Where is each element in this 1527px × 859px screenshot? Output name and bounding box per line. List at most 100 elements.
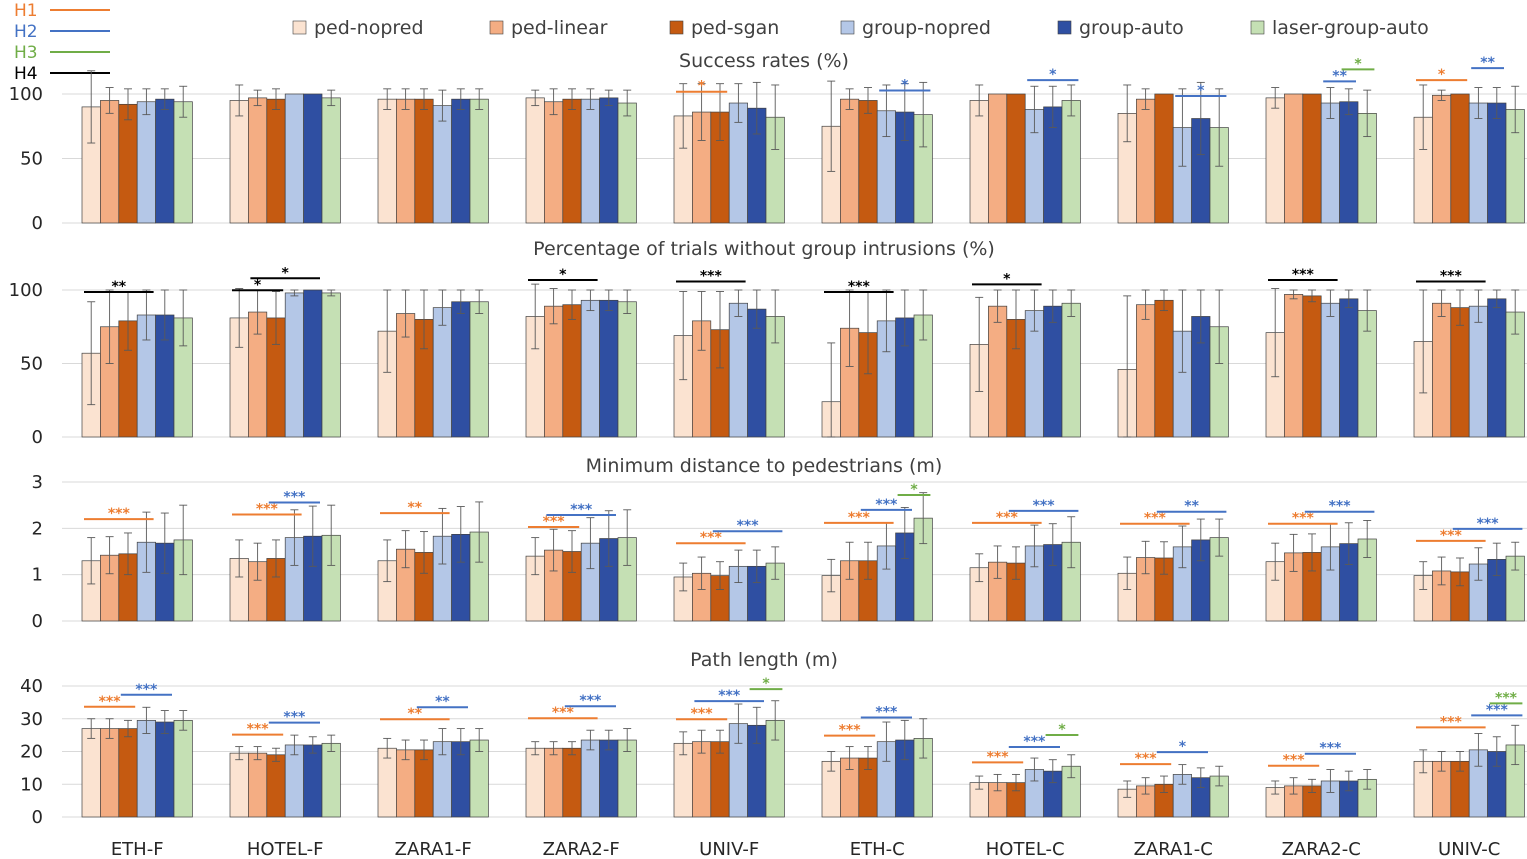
bar-ped-nopred — [969, 100, 989, 224]
bar-group-auto — [599, 97, 619, 224]
bar-ped-sgan — [1154, 93, 1174, 224]
x-tick-label: UNIV-C — [1438, 839, 1500, 859]
bar-ped-sgan — [1302, 93, 1322, 224]
y-tick-label: 0 — [32, 427, 43, 448]
bar-laser-group-auto — [469, 98, 489, 224]
x-tick-label: ZARA2-F — [543, 839, 620, 859]
bar-ped-sgan — [1450, 93, 1470, 224]
legend-swatch-laser-group-auto — [1250, 20, 1265, 35]
legend-swatch-ped-sgan — [669, 20, 684, 35]
x-tick-label: ZARA1-C — [1134, 839, 1213, 859]
significance-stars: *** — [1283, 753, 1306, 769]
y-tick-label: 0 — [32, 611, 43, 632]
significance-stars: *** — [283, 489, 306, 505]
bar-ped-sgan — [118, 103, 138, 224]
bar-ped-linear — [1284, 93, 1304, 224]
x-axis-labels: ETH-F HOTEL-F ZARA1-F ZARA2-F UNIV-F ETH-C HOT… — [111, 839, 1501, 859]
significance-stars: *** — [839, 723, 862, 739]
bar-ped-linear — [840, 98, 860, 224]
significance-stars: *** — [875, 497, 898, 513]
legend-swatch-ped-nopred — [292, 20, 307, 35]
bar-group-nopred — [284, 93, 304, 224]
significance-stars: *** — [552, 705, 575, 721]
significance-stars: *** — [1495, 690, 1518, 706]
significance-stars: *** — [718, 688, 741, 704]
chart-panel-3: Minimum distance to pedestrians (m) 0 1 2 3 *… — [32, 455, 1527, 632]
bar-group-nopred — [1468, 305, 1488, 438]
significance-stars: *** — [1440, 528, 1463, 544]
y-tick-label: 10 — [20, 774, 43, 795]
significance-stars: *** — [283, 710, 306, 726]
bar-group-auto — [599, 299, 619, 438]
y-tick-label: 50 — [20, 149, 43, 170]
bar-ped-linear — [988, 305, 1008, 438]
y-tick-label: 20 — [20, 742, 43, 763]
bar-ped-nopred — [229, 100, 249, 224]
significance-stars: *** — [247, 722, 270, 738]
significance-stars: * — [1049, 67, 1057, 83]
significance-stars: * — [910, 482, 918, 498]
significance-stars: * — [559, 267, 567, 283]
bar-ped-sgan — [858, 100, 878, 224]
bar-laser-group-auto — [617, 301, 637, 438]
y-tick-label: 0 — [32, 213, 43, 234]
y-tick-label: 100 — [9, 84, 43, 105]
bar-ped-nopred — [377, 747, 397, 818]
bar-laser-group-auto — [1061, 302, 1081, 438]
significance-stars: * — [698, 79, 706, 95]
x-tick-label: ETH-C — [850, 839, 905, 859]
bar-ped-linear — [988, 93, 1008, 224]
bar-ped-nopred — [1265, 97, 1285, 224]
legend-swatch-ped-linear — [489, 20, 504, 35]
bar-group-auto — [1043, 305, 1063, 438]
significance-stars: *** — [1319, 741, 1342, 757]
bar-ped-nopred — [525, 97, 545, 224]
significance-stars: ** — [407, 500, 422, 516]
x-tick-label: ETH-F — [111, 839, 164, 859]
bar-group-auto — [303, 93, 323, 224]
significance-stars: * — [254, 277, 262, 293]
significance-stars: *** — [1329, 499, 1352, 515]
bar-group-nopred — [728, 302, 748, 438]
significance-stars: *** — [848, 279, 871, 295]
significance-stars: *** — [256, 501, 279, 517]
bar-group-auto — [1339, 101, 1359, 224]
significance-stars: *** — [700, 530, 723, 546]
bar-ped-sgan — [266, 754, 286, 818]
significance-stars: ** — [1332, 68, 1347, 84]
x-tick-label: ZARA2-C — [1282, 839, 1361, 859]
hypothesis-label-h4: H4 — [14, 64, 38, 84]
significance-stars: *** — [1477, 516, 1500, 532]
chart-title: Success rates (%) — [679, 50, 849, 72]
bar-group-nopred — [580, 299, 600, 438]
bar-ped-sgan — [562, 98, 582, 224]
significance-stars: * — [1197, 83, 1205, 99]
bar-laser-group-auto — [1061, 100, 1081, 224]
significance-stars: ** — [435, 694, 450, 710]
significance-stars: ** — [1184, 499, 1199, 515]
significance-stars: *** — [737, 518, 760, 534]
legend-label-ped-sgan: ped-sgan — [691, 17, 779, 39]
significance-stars: ** — [1480, 55, 1495, 71]
bar-laser-group-auto — [173, 101, 193, 224]
bar-group-auto — [155, 98, 175, 224]
bar-group-nopred — [284, 292, 304, 438]
bar-group-nopred — [1320, 102, 1340, 224]
chart-title: Minimum distance to pedestrians (m) — [586, 455, 943, 477]
y-tick-label: 30 — [20, 709, 43, 730]
bar-ped-linear — [248, 752, 268, 818]
chart-title: Path length (m) — [690, 649, 838, 671]
y-tick-label: 0 — [32, 807, 43, 828]
bar-ped-linear — [544, 305, 564, 438]
bar-group-nopred — [136, 720, 156, 818]
y-tick-label: 1 — [32, 565, 43, 586]
significance-stars: *** — [700, 268, 723, 284]
bar-ped-sgan — [1450, 307, 1470, 438]
bar-ped-linear — [1136, 98, 1156, 224]
y-tick-label: 2 — [32, 518, 43, 539]
significance-stars: *** — [987, 749, 1010, 765]
significance-stars: *** — [996, 510, 1019, 526]
